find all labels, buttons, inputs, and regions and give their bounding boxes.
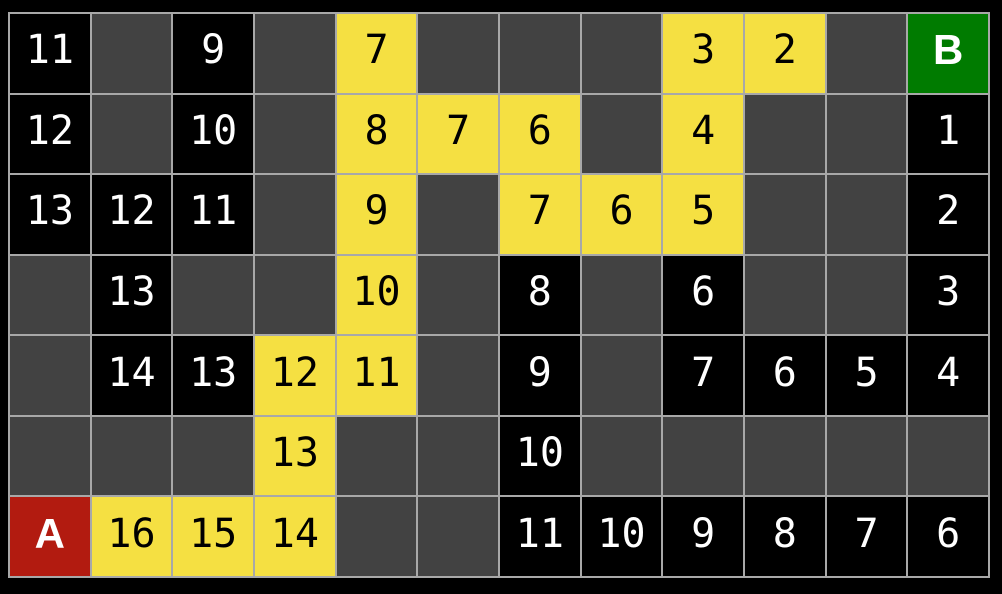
visited-cell[interactable]: 6: [744, 336, 825, 415]
path-cell[interactable]: 5: [663, 175, 743, 254]
visited-cell[interactable]: 8: [744, 497, 825, 576]
path-cell[interactable]: 16: [91, 497, 172, 576]
path-cell[interactable]: 13: [254, 416, 335, 496]
empty-cell[interactable]: [91, 14, 172, 93]
empty-cell[interactable]: [173, 255, 253, 335]
empty-cell[interactable]: [744, 416, 825, 496]
empty-cell[interactable]: [744, 94, 825, 174]
empty-cell[interactable]: [418, 255, 498, 335]
path-cell[interactable]: 7: [418, 94, 498, 174]
empty-cell[interactable]: [581, 94, 662, 174]
visited-cell[interactable]: 6: [908, 497, 988, 576]
empty-cell[interactable]: [254, 14, 335, 93]
empty-cell[interactable]: [826, 175, 907, 254]
empty-cell[interactable]: [254, 255, 335, 335]
empty-cell[interactable]: [336, 497, 417, 576]
visited-cell[interactable]: 8: [499, 255, 580, 335]
empty-cell[interactable]: [418, 175, 498, 254]
visited-cell[interactable]: 5: [826, 336, 907, 415]
visited-cell[interactable]: 7: [663, 336, 743, 415]
pathfinding-grid: 11 9 7 3 2 B 12 10 8 7 6 4 1 13 12 11 9 7 6 5 2 13 10 8 6 3 14 13 12…: [8, 12, 990, 578]
visited-cell[interactable]: 9: [173, 14, 253, 93]
empty-cell[interactable]: [254, 175, 335, 254]
empty-cell[interactable]: [10, 336, 90, 415]
visited-cell[interactable]: 10: [499, 416, 580, 496]
empty-cell[interactable]: [418, 336, 498, 415]
path-cell[interactable]: 8: [336, 94, 417, 174]
path-cell[interactable]: 15: [173, 497, 253, 576]
empty-cell[interactable]: [10, 416, 90, 496]
visited-cell[interactable]: 6: [663, 255, 743, 335]
path-cell[interactable]: 12: [254, 336, 335, 415]
visited-cell[interactable]: 13: [173, 336, 253, 415]
visited-cell[interactable]: 11: [10, 14, 90, 93]
visited-cell[interactable]: 13: [91, 255, 172, 335]
visited-cell[interactable]: 11: [499, 497, 580, 576]
path-cell[interactable]: 6: [581, 175, 662, 254]
visited-cell[interactable]: 2: [908, 175, 988, 254]
empty-cell[interactable]: [418, 497, 498, 576]
empty-cell[interactable]: [418, 416, 498, 496]
empty-cell[interactable]: [499, 14, 580, 93]
empty-cell[interactable]: [581, 416, 662, 496]
visited-cell[interactable]: 7: [826, 497, 907, 576]
visited-cell[interactable]: 3: [908, 255, 988, 335]
path-cell[interactable]: 11: [336, 336, 417, 415]
visited-cell[interactable]: 9: [499, 336, 580, 415]
visited-cell[interactable]: 12: [91, 175, 172, 254]
visited-cell[interactable]: 12: [10, 94, 90, 174]
path-cell[interactable]: 3: [663, 14, 743, 93]
empty-cell[interactable]: [10, 255, 90, 335]
empty-cell[interactable]: [336, 416, 417, 496]
empty-cell[interactable]: [744, 255, 825, 335]
empty-cell[interactable]: [826, 94, 907, 174]
path-cell[interactable]: 6: [499, 94, 580, 174]
empty-cell[interactable]: [826, 416, 907, 496]
empty-cell[interactable]: [91, 416, 172, 496]
empty-cell[interactable]: [173, 416, 253, 496]
visited-cell[interactable]: 14: [91, 336, 172, 415]
visited-cell[interactable]: 9: [663, 497, 743, 576]
empty-cell[interactable]: [418, 14, 498, 93]
visited-cell[interactable]: 13: [10, 175, 90, 254]
visited-cell[interactable]: 10: [581, 497, 662, 576]
visited-cell[interactable]: 4: [908, 336, 988, 415]
path-cell[interactable]: 2: [744, 14, 825, 93]
path-cell[interactable]: 4: [663, 94, 743, 174]
end-cell-b[interactable]: B: [908, 14, 988, 93]
empty-cell[interactable]: [663, 416, 743, 496]
empty-cell[interactable]: [91, 94, 172, 174]
empty-cell[interactable]: [908, 416, 988, 496]
empty-cell[interactable]: [254, 94, 335, 174]
empty-cell[interactable]: [581, 336, 662, 415]
empty-cell[interactable]: [581, 255, 662, 335]
path-cell[interactable]: 14: [254, 497, 335, 576]
empty-cell[interactable]: [826, 14, 907, 93]
path-cell[interactable]: 10: [336, 255, 417, 335]
path-cell[interactable]: 9: [336, 175, 417, 254]
empty-cell[interactable]: [581, 14, 662, 93]
path-cell[interactable]: 7: [499, 175, 580, 254]
start-cell-a[interactable]: A: [10, 497, 90, 576]
visited-cell[interactable]: 1: [908, 94, 988, 174]
visited-cell[interactable]: 10: [173, 94, 253, 174]
path-cell[interactable]: 7: [336, 14, 417, 93]
visited-cell[interactable]: 11: [173, 175, 253, 254]
empty-cell[interactable]: [744, 175, 825, 254]
empty-cell[interactable]: [826, 255, 907, 335]
